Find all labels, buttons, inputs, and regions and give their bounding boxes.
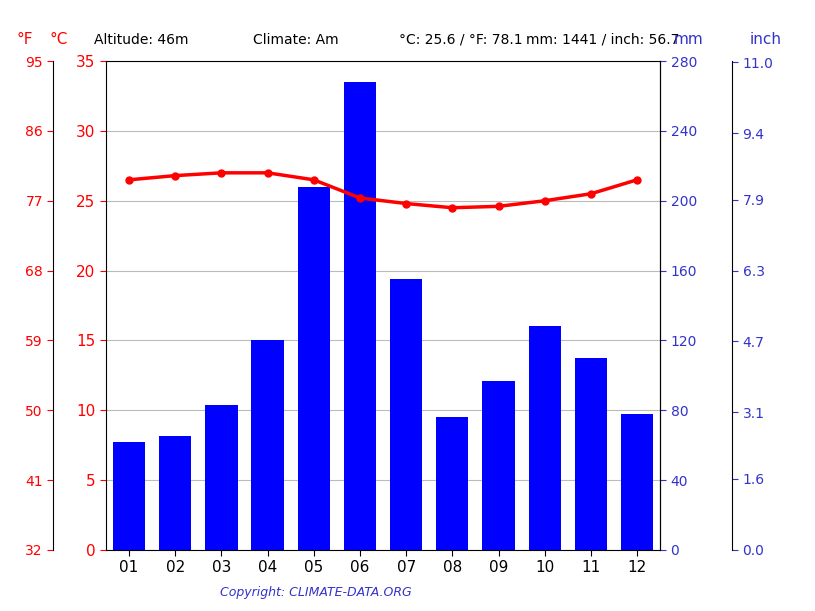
Bar — [436, 417, 469, 550]
Text: °C: 25.6 / °F: 78.1: °C: 25.6 / °F: 78.1 — [399, 33, 523, 46]
Text: °C: °C — [50, 32, 68, 47]
Bar — [482, 381, 515, 550]
Text: mm: mm — [674, 32, 703, 47]
Bar — [113, 442, 145, 550]
Bar — [575, 358, 607, 550]
Text: °F: °F — [16, 32, 33, 47]
Bar — [621, 414, 654, 550]
Text: Climate: Am: Climate: Am — [253, 33, 338, 46]
Text: Copyright: CLIMATE-DATA.ORG: Copyright: CLIMATE-DATA.ORG — [220, 586, 412, 599]
Bar — [297, 187, 330, 550]
Bar — [159, 436, 192, 550]
Bar — [344, 82, 377, 550]
Bar — [390, 279, 422, 550]
Text: mm: 1441 / inch: 56.7: mm: 1441 / inch: 56.7 — [526, 33, 679, 46]
Bar — [252, 340, 284, 550]
Text: Altitude: 46m: Altitude: 46m — [94, 33, 188, 46]
Bar — [205, 405, 238, 550]
Text: inch: inch — [750, 32, 782, 47]
Bar — [529, 326, 561, 550]
